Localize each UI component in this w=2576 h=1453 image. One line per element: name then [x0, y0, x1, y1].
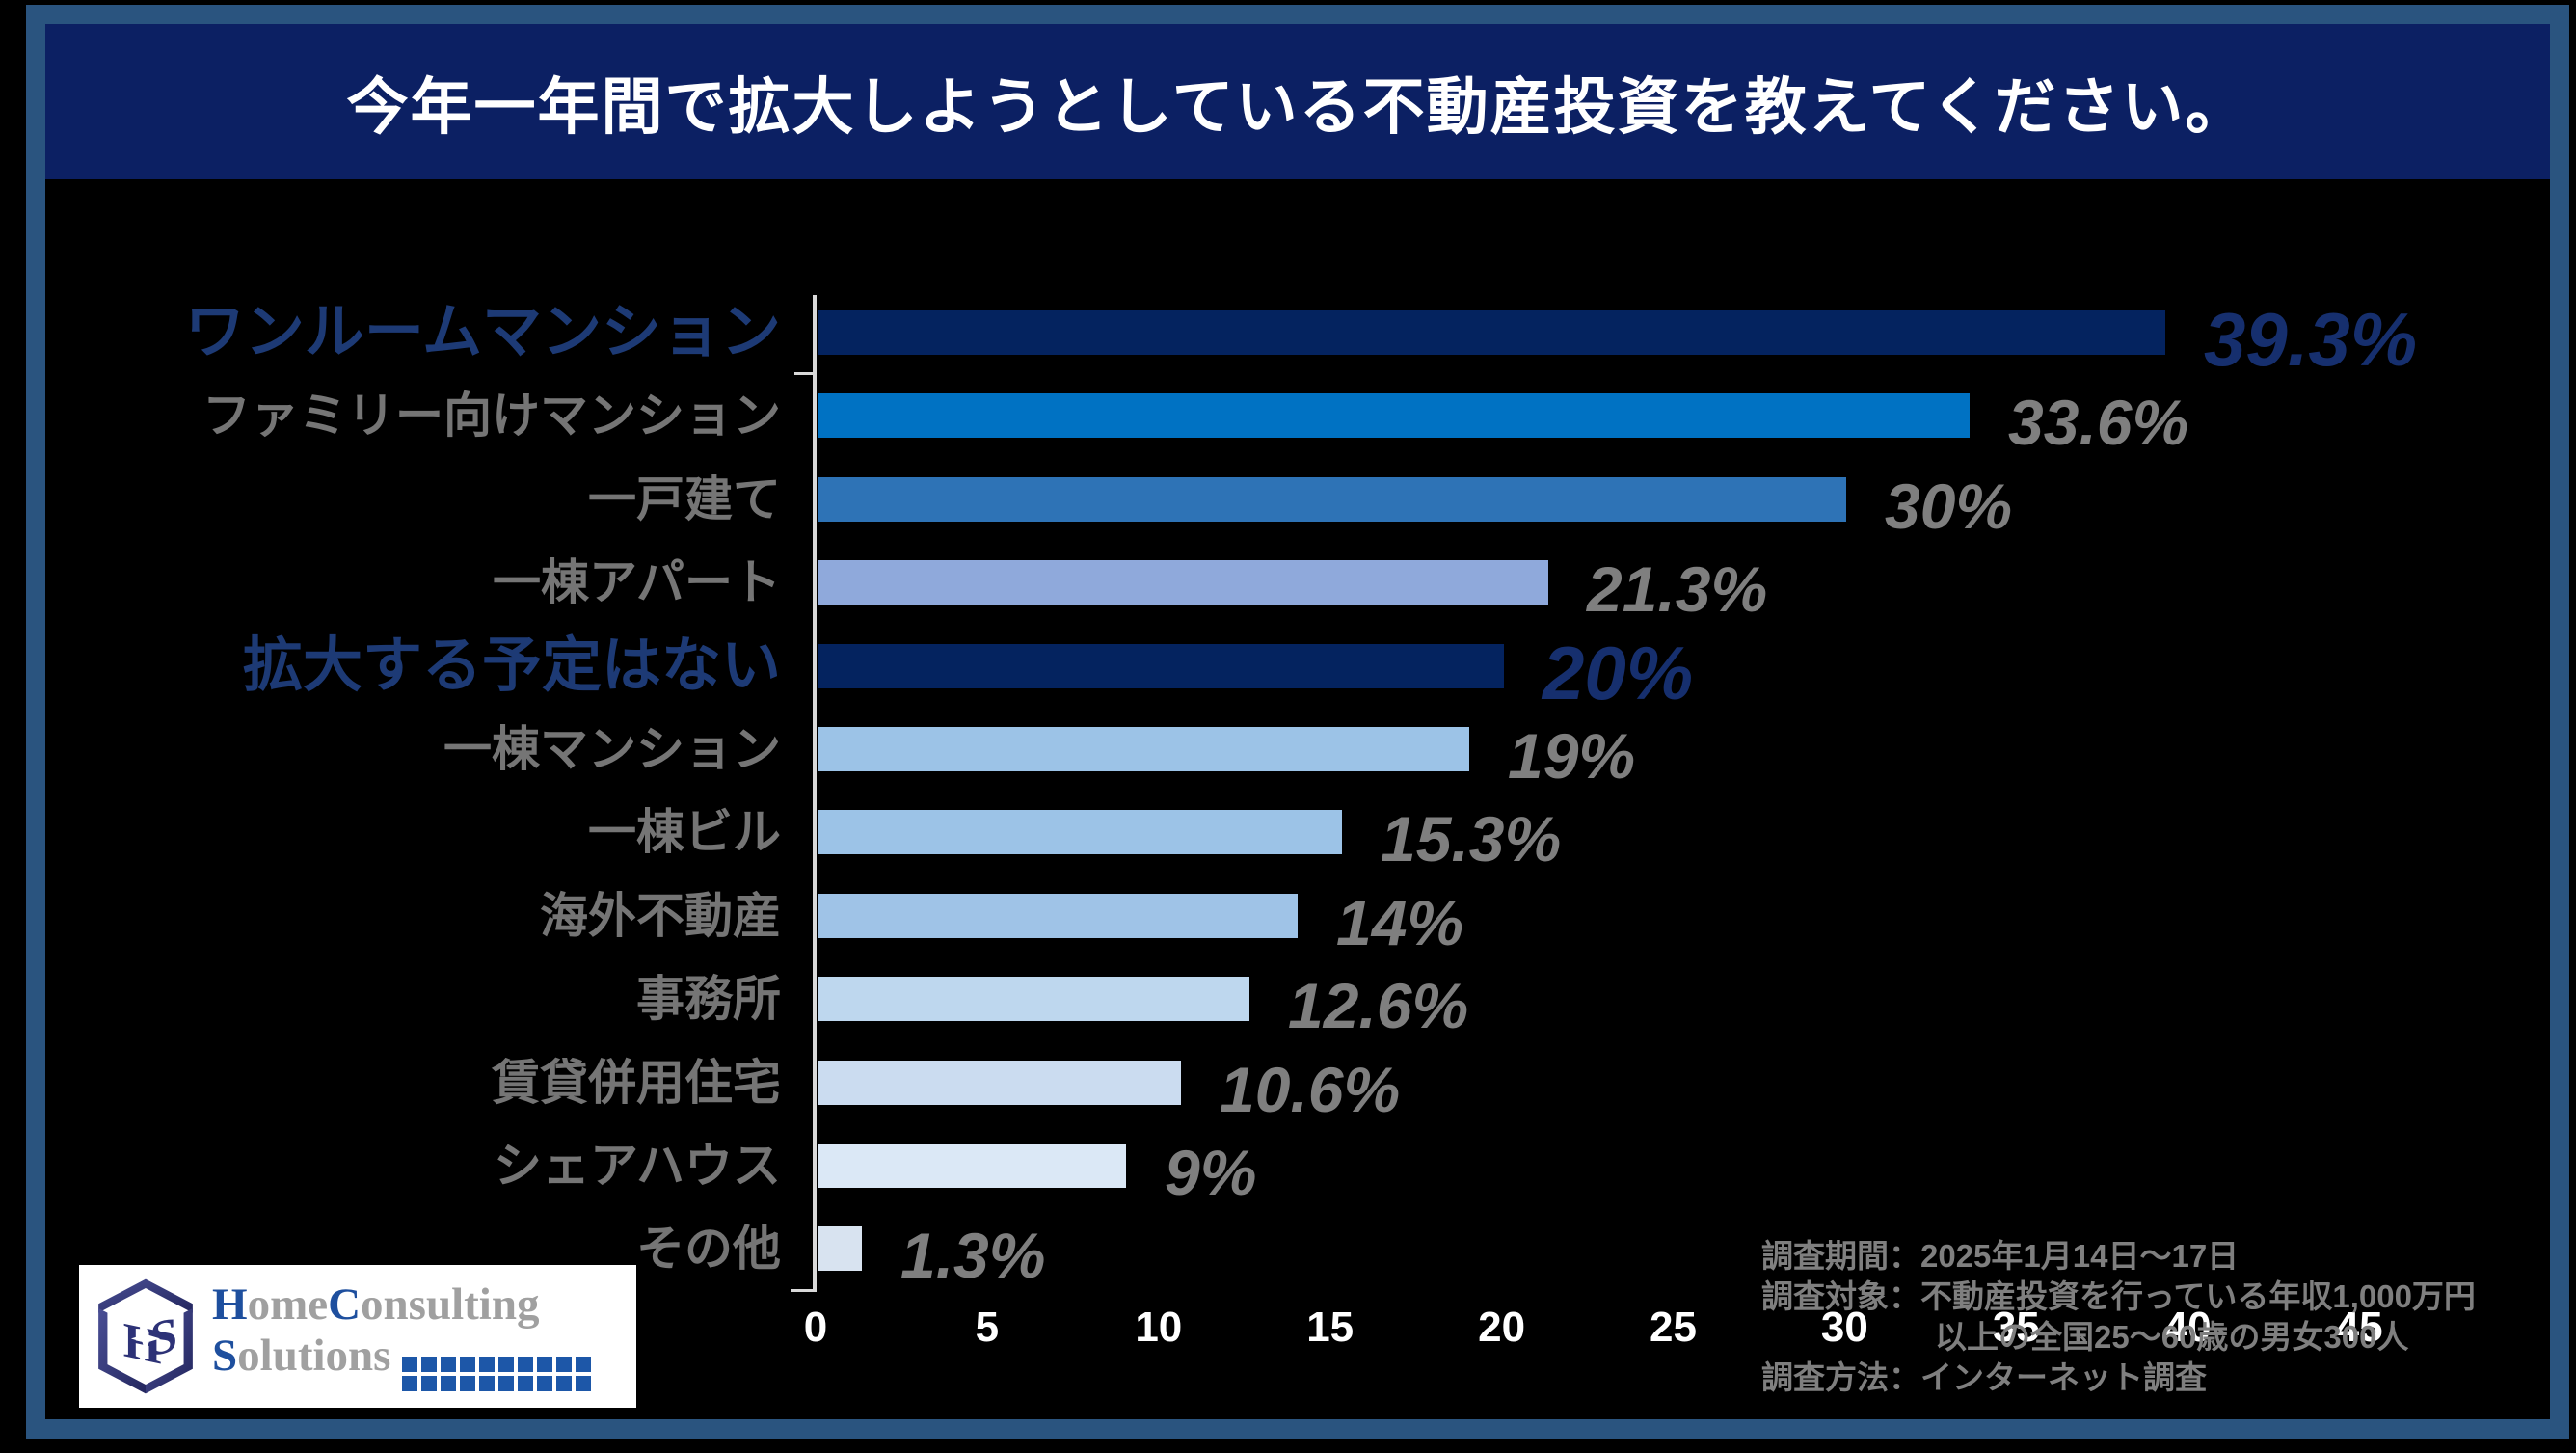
- y-axis-line: [813, 295, 817, 1292]
- x-tick-label: 5: [975, 1304, 1000, 1351]
- category-label: 拡大する予定はない: [242, 632, 781, 699]
- category-label: シェアハウス: [494, 1139, 781, 1193]
- y-axis-tick: [794, 372, 814, 375]
- svg-text:H: H: [123, 1313, 162, 1376]
- logo-text-solutions-row: Solutions: [212, 1331, 592, 1391]
- logo-square: [402, 1356, 418, 1372]
- value-label: 20%: [1543, 630, 1694, 715]
- x-tick-label: 45: [2335, 1304, 2383, 1351]
- value-label: 1.3%: [900, 1220, 1046, 1292]
- logo-cube-icon: H S: [98, 1278, 193, 1394]
- x-tick-label: 30: [1820, 1304, 1868, 1351]
- logo-square: [537, 1375, 553, 1391]
- logo-square: [421, 1375, 438, 1391]
- logo-square: [421, 1356, 438, 1372]
- value-label: 15.3%: [1381, 803, 1562, 875]
- logo-text-part: ome: [247, 1278, 329, 1330]
- value-label: 12.6%: [1288, 970, 1469, 1042]
- logo-square: [556, 1375, 573, 1391]
- logo-text-solutions: Solutions: [212, 1331, 390, 1381]
- bar: [818, 476, 1846, 522]
- category-label: 一棟ビル: [588, 805, 781, 860]
- logo-square: [518, 1356, 534, 1372]
- bar: [818, 1226, 862, 1272]
- logo-square: [576, 1356, 592, 1372]
- logo-text-part: onsulting: [361, 1278, 540, 1330]
- x-tick-label: 40: [2163, 1304, 2212, 1351]
- value-label: 10.6%: [1220, 1053, 1401, 1125]
- title-band: 今年一年間で拡大しようとしている不動産投資を教えてください。: [45, 24, 2550, 179]
- value-label: 19%: [1508, 720, 1636, 792]
- survey-note-line: 調査対象：不動産投資を行っている年収1,000万円: [1761, 1278, 2476, 1314]
- category-label: ワンルームマンション: [184, 299, 781, 365]
- logo-square: [576, 1375, 592, 1391]
- value-label: 30%: [1885, 470, 2013, 542]
- logo-square: [479, 1356, 496, 1372]
- value-label: 39.3%: [2204, 297, 2418, 382]
- bar: [818, 643, 1504, 688]
- value-label: 14%: [1336, 886, 1464, 958]
- bar: [818, 393, 1970, 439]
- logo-text-part: S: [212, 1330, 238, 1381]
- survey-note-line: 調査期間：2025年1月14日～17日: [1761, 1238, 2240, 1274]
- logo-square: [556, 1356, 573, 1372]
- logo-text: HomeConsulting Solutions: [212, 1278, 592, 1391]
- category-label: 一棟アパート: [493, 555, 781, 610]
- bar: [818, 977, 1249, 1022]
- logo-text-part: olutions: [237, 1330, 391, 1381]
- logo-square: [537, 1356, 553, 1372]
- value-label: 21.3%: [1587, 553, 1768, 626]
- category-label: 事務所: [636, 972, 781, 1027]
- logo-text-homeconsulting: HomeConsulting: [212, 1278, 591, 1330]
- logo-squares-icon: [402, 1356, 592, 1391]
- bar: [818, 1060, 1181, 1105]
- logo-square: [460, 1356, 476, 1372]
- logo-square: [498, 1356, 515, 1372]
- bar: [818, 310, 2165, 355]
- logo-square: [498, 1375, 515, 1391]
- value-label: 9%: [1165, 1137, 1257, 1208]
- bar: [818, 727, 1469, 771]
- bar: [818, 1144, 1126, 1188]
- bar: [818, 560, 1548, 605]
- survey-note-line: 以上の全国25～60歳の男女300人: [1935, 1319, 2409, 1355]
- category-label: 海外不動産: [540, 888, 781, 943]
- x-tick-label: 20: [1478, 1304, 1526, 1351]
- bar: [818, 810, 1342, 855]
- x-tick-label: 15: [1306, 1304, 1355, 1351]
- survey-notes: 調査期間：2025年1月14日～17日調査対象：不動産投資を行っている年収1,0…: [1761, 1236, 2476, 1398]
- bar: [818, 893, 1298, 938]
- logo-square: [441, 1356, 457, 1372]
- logo-text-part: C: [328, 1278, 362, 1330]
- logo-square: [402, 1375, 418, 1391]
- category-label: 一戸建て: [588, 471, 781, 526]
- category-label: 賃貸併用住宅: [492, 1055, 781, 1110]
- x-tick-label: 0: [803, 1304, 828, 1351]
- outer-frame: [26, 5, 2569, 1439]
- x-tick-label: 35: [1992, 1304, 2040, 1351]
- x-tick-label: 10: [1135, 1304, 1183, 1351]
- category-label: その他: [636, 1222, 781, 1277]
- logo-square: [441, 1375, 457, 1391]
- chart-title: 今年一年間で拡大しようとしている不動産投資を教えてください。: [346, 71, 2249, 142]
- logo-square: [460, 1375, 476, 1391]
- category-label: ファミリー向けマンション: [202, 389, 781, 444]
- x-tick-label: 25: [1650, 1304, 1697, 1351]
- survey-note-line: 調査方法：インターネット調査: [1761, 1359, 2207, 1395]
- value-label: 33.6%: [2008, 387, 2189, 459]
- y-axis-tick: [791, 1289, 814, 1292]
- logo-square: [518, 1375, 534, 1391]
- category-label: 一棟マンション: [443, 722, 781, 776]
- company-logo: H S HomeConsulting Solutions: [79, 1265, 636, 1408]
- logo-text-part: H: [212, 1278, 248, 1330]
- logo-square: [479, 1375, 496, 1391]
